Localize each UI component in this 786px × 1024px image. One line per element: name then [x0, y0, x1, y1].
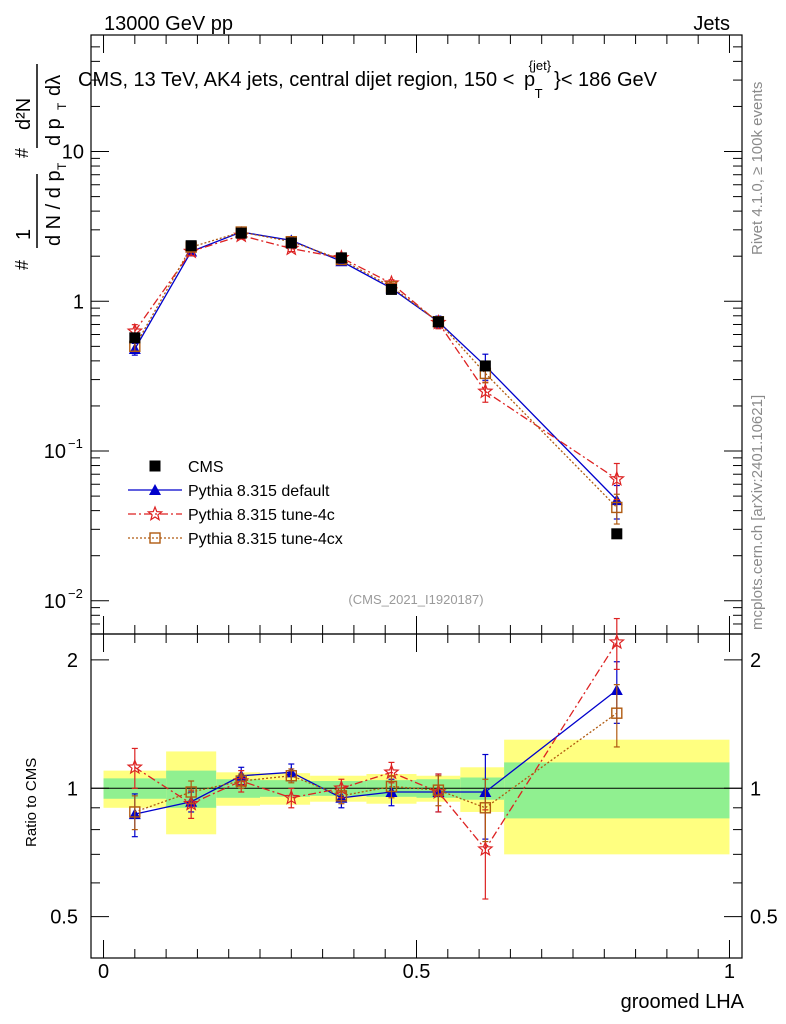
ratio-y-label: Ratio to CMS — [23, 758, 40, 847]
ylabel-t1: T — [55, 162, 69, 170]
ratio-tick-label-right: 0.5 — [750, 907, 778, 929]
analysis-tag: (CMS_2021_I1920187) — [348, 592, 483, 607]
ratio-point — [608, 633, 626, 650]
data-point — [611, 528, 623, 540]
ylabel-one: 1 — [13, 229, 35, 240]
legend-label: Pythia 8.315 tune-4c — [188, 507, 335, 524]
series-point — [608, 470, 626, 487]
ratio-tick-label-right: 1 — [750, 778, 761, 800]
x-tick-label: 0 — [98, 961, 109, 983]
ylabel-dpt: d p — [43, 118, 65, 146]
ratio-band-inner — [504, 762, 730, 819]
ylabel-hash-2: # — [12, 148, 32, 158]
header-left: 13000 GeV pp — [104, 13, 233, 35]
ratio-point — [182, 795, 200, 811]
mcplots-label: mcplots.cern.ch [arXiv:2401.10621] — [749, 395, 766, 630]
ratio-point — [477, 840, 494, 857]
legend-marker — [149, 460, 161, 472]
data-point — [129, 332, 141, 344]
y-tick-label: 10 — [44, 591, 66, 613]
y-tick-exponent: −2 — [68, 586, 83, 601]
ratio-point — [129, 806, 141, 818]
title-main: CMS, 13 TeV, AK4 jets, central dijet reg… — [78, 69, 514, 91]
y-axis-label: # 1 d N / d p T # d²N d p T dλ — [12, 64, 69, 270]
ratio-point — [432, 784, 445, 796]
data-point — [335, 252, 347, 264]
title-p: p — [524, 69, 535, 91]
title-tail: }< 186 GeV — [554, 69, 658, 91]
y-tick-label: 10 — [44, 441, 66, 463]
y-tick-label: 10 — [62, 142, 84, 164]
y-tick-exponent: −1 — [68, 436, 83, 451]
legend-marker — [149, 532, 161, 544]
ylabel-dn: d N / d p — [43, 170, 65, 246]
ylabel-t2: T — [55, 102, 69, 110]
rivet-label: Rivet 4.1.0, ≥ 100k events — [749, 82, 766, 255]
series-point — [611, 501, 623, 514]
legend-label: Pythia 8.315 tune-4cx — [188, 531, 343, 548]
legend-label: CMS — [188, 459, 224, 476]
ratio-tick-label: 1 — [67, 778, 78, 800]
ratio-point — [611, 707, 623, 719]
legend-marker — [146, 505, 164, 522]
legend-marker — [149, 484, 161, 495]
series-point — [477, 382, 494, 399]
x-tick-label: 1 — [724, 961, 735, 983]
data-point — [235, 227, 247, 239]
series-line — [134, 234, 618, 480]
title-sup: {jet} — [529, 58, 552, 73]
ratio-point — [185, 786, 197, 798]
ratio-point — [479, 802, 492, 814]
ylabel-dlambda: dλ — [43, 75, 65, 96]
ratio-point — [283, 789, 300, 805]
title-sub: T — [535, 86, 543, 101]
data-point — [479, 360, 491, 372]
data-point — [432, 316, 444, 328]
ratio-tick-label: 2 — [67, 650, 78, 672]
ratio-tick-label: 0.5 — [50, 907, 78, 929]
ratio-point — [385, 780, 398, 793]
ratio-point — [335, 790, 348, 802]
data-point — [385, 283, 397, 295]
ylabel-d2n: d²N — [13, 98, 35, 130]
data-point — [285, 237, 297, 249]
series-line — [134, 231, 618, 508]
data-point — [185, 240, 197, 252]
ratio-point — [285, 770, 298, 782]
y-tick-label: 1 — [73, 291, 84, 313]
ratio-tick-label-right: 2 — [750, 650, 761, 672]
chart-title: CMS, 13 TeV, AK4 jets, central dijet reg… — [78, 53, 658, 103]
header-right: Jets — [693, 13, 730, 35]
x-tick-label: 0.5 — [403, 961, 431, 983]
x-axis-label: groomed LHA — [621, 991, 745, 1013]
ratio-point — [126, 758, 144, 775]
legend-label: Pythia 8.315 default — [188, 483, 330, 500]
ratio-series-line — [134, 712, 618, 813]
ylabel-hash-1: # — [12, 260, 32, 270]
ratio-point — [235, 775, 247, 787]
